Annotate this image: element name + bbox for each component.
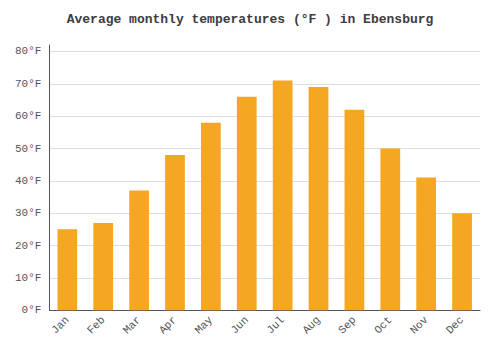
svg-text:Jul: Jul (264, 314, 286, 336)
svg-text:May: May (193, 314, 216, 337)
svg-text:Oct: Oct (372, 314, 394, 336)
svg-text:Mar: Mar (121, 314, 143, 336)
svg-text:Dec: Dec (444, 314, 466, 336)
svg-text:20°F: 20°F (15, 240, 41, 252)
svg-text:50°F: 50°F (15, 143, 41, 155)
svg-text:40°F: 40°F (15, 175, 41, 187)
svg-text:60°F: 60°F (15, 110, 41, 122)
svg-text:10°F: 10°F (15, 272, 41, 284)
svg-text:Average monthly temperatures (: Average monthly temperatures (°F ) in Eb… (67, 12, 434, 27)
svg-text:Jun: Jun (229, 314, 251, 336)
svg-text:Aug: Aug (300, 314, 322, 336)
svg-text:30°F: 30°F (15, 207, 41, 219)
svg-text:0°F: 0°F (22, 304, 42, 316)
svg-text:70°F: 70°F (15, 78, 41, 90)
svg-text:Nov: Nov (408, 314, 431, 337)
svg-text:Jan: Jan (49, 314, 71, 336)
svg-text:Apr: Apr (157, 314, 179, 336)
svg-text:Sep: Sep (336, 314, 358, 336)
svg-text:80°F: 80°F (15, 45, 41, 57)
svg-text:Feb: Feb (85, 314, 107, 336)
